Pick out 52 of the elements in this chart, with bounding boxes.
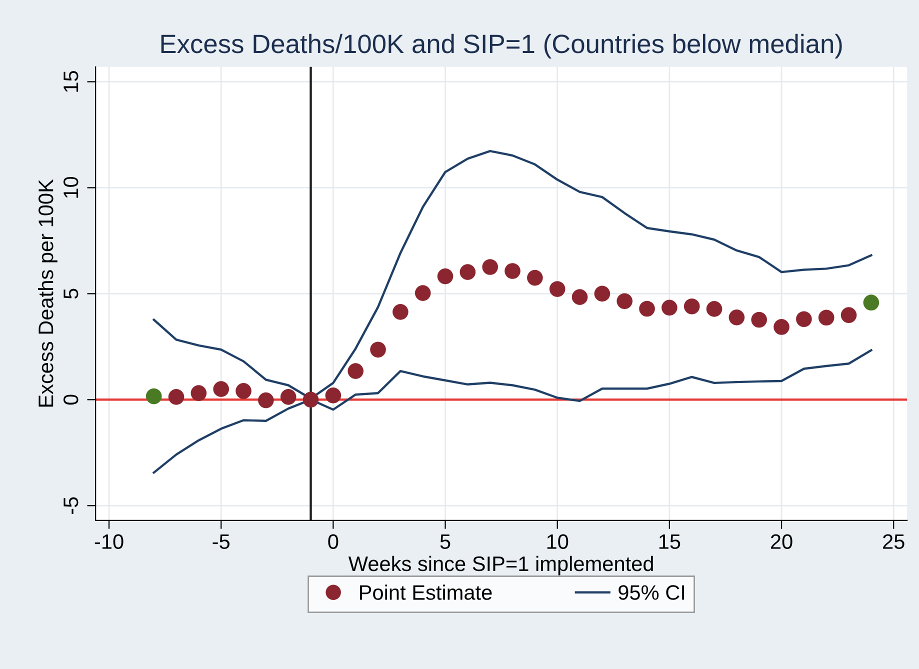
x-tick-label: 5 <box>440 534 450 549</box>
point <box>549 281 566 297</box>
point <box>706 301 722 317</box>
x-axis-title: Weeks since SIP=1 implemented <box>348 556 653 576</box>
point <box>796 311 812 328</box>
point <box>392 304 408 320</box>
point <box>572 289 588 305</box>
point <box>414 285 431 301</box>
legend-label: 95% CI <box>618 585 684 600</box>
x-tick-label: -5 <box>212 534 230 549</box>
x-tick-label: 10 <box>547 534 568 549</box>
x-tick-label: 25 <box>883 534 904 549</box>
point <box>639 300 655 317</box>
line-series <box>152 349 872 474</box>
point <box>616 293 633 310</box>
point <box>168 388 184 405</box>
point <box>774 319 790 335</box>
y-axis-title: Excess Deaths per 100K <box>38 179 58 407</box>
point <box>504 263 520 279</box>
chart-title: Excess Deaths/100K and SIP=1 (Countries below median) <box>161 34 842 58</box>
y-tick-label: -5 <box>64 497 78 514</box>
point <box>213 381 230 397</box>
point <box>190 385 207 402</box>
point <box>840 307 857 324</box>
point <box>482 259 498 275</box>
point <box>437 268 454 284</box>
y-tick-label: 5 <box>64 288 78 299</box>
point <box>370 342 386 358</box>
point <box>258 392 274 408</box>
point <box>460 264 476 280</box>
legend-label: Point Estimate <box>360 584 492 600</box>
point <box>348 363 364 379</box>
x-tick-label: -10 <box>94 534 124 549</box>
point <box>863 294 880 311</box>
point <box>302 392 319 408</box>
y-tick-label: 0 <box>64 394 78 405</box>
y-tick-label: 15 <box>64 71 78 92</box>
x-tick-label: 0 <box>328 534 338 549</box>
point <box>146 388 162 404</box>
point <box>236 383 252 399</box>
point <box>751 312 768 328</box>
point <box>325 388 342 404</box>
x-tick-label: 15 <box>659 534 680 549</box>
point <box>527 270 543 286</box>
point <box>594 286 610 302</box>
point <box>728 310 745 326</box>
point <box>662 300 678 316</box>
point <box>280 388 296 405</box>
point <box>684 298 700 314</box>
point <box>818 310 834 326</box>
y-tick-label: 10 <box>64 176 78 198</box>
x-tick-label: 20 <box>770 534 792 549</box>
